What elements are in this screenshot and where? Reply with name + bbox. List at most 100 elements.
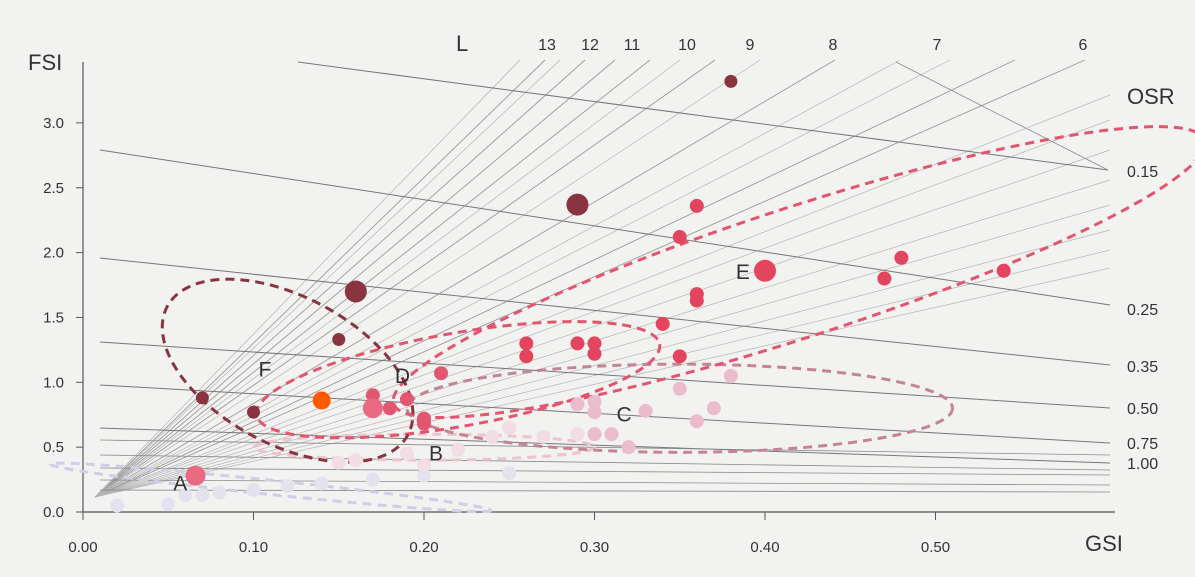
- l-line-13: [94, 59, 546, 498]
- point-E-6: [672, 349, 687, 364]
- fan-line-2: [94, 149, 1111, 498]
- point-E-1: [519, 349, 534, 364]
- osr-line-0.50: [99, 341, 1111, 409]
- y-tick-labels: 0.0 0.5 1.0 1.5 2.0 2.5 3.0: [43, 115, 83, 521]
- fan-line-7: [94, 267, 1111, 498]
- l-line-label-11: 11: [624, 37, 641, 54]
- point-C-4: [604, 427, 619, 442]
- point-B-0: [331, 455, 346, 470]
- point-C-1: [587, 394, 602, 409]
- point-C-0: [570, 397, 585, 412]
- osr-line-label-0.35: 0.35: [1127, 359, 1158, 376]
- point-F-4: [566, 193, 589, 216]
- point-E-2: [570, 336, 585, 351]
- l-line-label-7: 7: [933, 37, 942, 54]
- point-large-pink-1: [185, 465, 206, 486]
- cluster-outline-A: [48, 461, 493, 514]
- osr-extra-line-3: [99, 454, 1111, 471]
- point-A-9: [417, 468, 431, 483]
- l-line-10: [94, 59, 651, 498]
- l-line-12: [94, 59, 586, 498]
- point-B-3: [417, 458, 431, 473]
- y-tick-label-1.5: 1.5: [43, 309, 64, 326]
- point-E-5: [655, 316, 670, 331]
- osr-line-1.00: [99, 427, 1111, 464]
- l-line-label-8: 8: [829, 37, 838, 54]
- point-D-2: [399, 392, 414, 407]
- point-B-1: [348, 453, 363, 468]
- point-highlight-0: [312, 391, 331, 410]
- y-tick-label-1.0: 1.0: [43, 374, 64, 391]
- x-tick-label-0.30: 0.30: [580, 539, 609, 556]
- point-B-5: [485, 429, 500, 444]
- osr-extra-line-4: [99, 439, 1111, 456]
- cluster-outline-C: [405, 362, 955, 454]
- point-C-8: [689, 414, 704, 429]
- osr-line-0.75: [99, 384, 1111, 444]
- cluster-label-E: E: [736, 261, 750, 284]
- osr-line-label-0.15: 0.15: [1127, 164, 1158, 181]
- point-A-2: [178, 488, 193, 503]
- y-tick-label-0.5: 0.5: [43, 439, 64, 456]
- x-tick-labels: 0.00 0.10 0.20 0.30 0.40 0.50: [68, 512, 950, 556]
- fan-line-1: [94, 119, 1111, 498]
- cluster-label-A: A: [173, 472, 187, 495]
- l-line-7: [94, 59, 1016, 498]
- l-line-label-13: 13: [538, 37, 556, 54]
- point-D-4: [417, 411, 431, 426]
- point-F-1: [247, 405, 260, 419]
- cluster-label-C: C: [617, 404, 632, 427]
- osr-line-0.35: [99, 257, 1111, 366]
- l-line-9: [94, 59, 716, 498]
- fan-line-3: [94, 179, 1111, 498]
- osr-extra-line-2: [99, 489, 1111, 493]
- point-F-3: [344, 280, 367, 303]
- cluster-outline-F: [160, 277, 415, 464]
- point-B-4: [451, 442, 466, 457]
- l-label: L: [456, 31, 468, 56]
- l-line-8: [94, 59, 836, 498]
- annotations: FSI GSI L OSR: [28, 31, 1175, 556]
- point-E-0: [519, 336, 534, 351]
- point-A-0: [110, 498, 125, 513]
- y-axis-label: FSI: [28, 50, 62, 75]
- fan-line-10: [94, 59, 761, 498]
- y-tick-label-0.0: 0.0: [43, 504, 64, 521]
- point-E-4: [587, 346, 602, 361]
- point-C-10: [723, 368, 738, 383]
- x-tick-label-0.00: 0.00: [68, 539, 97, 556]
- point-B-8: [570, 427, 585, 442]
- point-F-0: [195, 391, 209, 405]
- cluster-outline-E: [391, 125, 1195, 419]
- point-B-7: [536, 429, 551, 444]
- cluster-label-B: B: [429, 443, 443, 466]
- data-points: [110, 74, 1011, 513]
- fan-line-4: [94, 204, 1111, 498]
- point-B-6: [502, 420, 517, 435]
- osr-line-label-0.25: 0.25: [1127, 302, 1158, 319]
- fan-line-9: [94, 59, 951, 498]
- point-large-pink-2: [362, 398, 383, 419]
- fan-line-13: [94, 59, 521, 498]
- point-E-12: [877, 271, 892, 286]
- fan-line-12: [94, 59, 561, 498]
- cluster-labels: A B C D E F: [173, 261, 750, 495]
- fan-line-8: [94, 59, 901, 498]
- osr-extra-line-5: [895, 61, 1109, 171]
- cluster-label-D: D: [395, 365, 410, 388]
- point-A-4: [212, 485, 227, 500]
- point-A-7: [314, 476, 329, 491]
- point-A-10: [502, 466, 517, 481]
- l-line-11: [94, 59, 616, 498]
- osr-line-0.25: [99, 149, 1111, 306]
- fan-line-0: [94, 94, 1111, 498]
- point-B-2: [399, 446, 414, 461]
- osr-line-label-0.75: 0.75: [1127, 436, 1158, 453]
- point-A-1: [161, 497, 176, 512]
- point-C-6: [638, 403, 653, 418]
- point-C-5: [621, 440, 636, 455]
- fan-line-6: [94, 249, 1111, 498]
- cluster-outlines: [48, 125, 1195, 514]
- osr-line-0.15: [297, 61, 1109, 171]
